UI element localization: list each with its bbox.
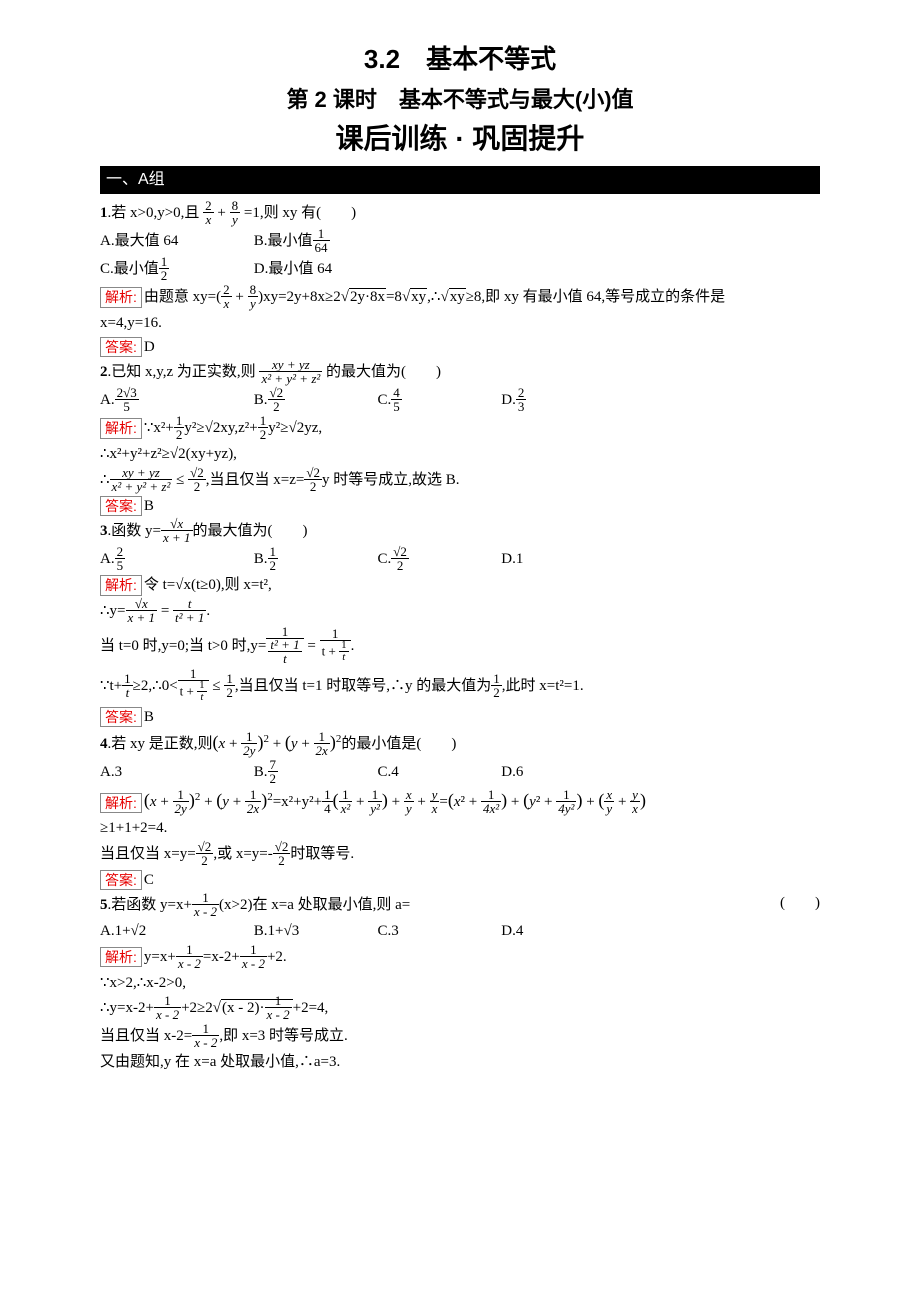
q2-ana-l2: ∴x²+y²+z²≥√2(xy+yz), [100,443,820,466]
q1-optA: A.最大值 64 [100,230,250,253]
q5-ana-l2: ∵x>2,∴x-2>0, [100,972,820,995]
q3-optD: D.1 [501,548,621,571]
q1-num: 1 [100,205,108,221]
q1-ana-l2: x=4,y=16. [100,312,820,335]
q5-ana-l4: 当且仅当 x-2=1x - 2,即 x=3 时等号成立. [100,1023,820,1050]
answer-tag: 答案: [100,707,142,727]
analysis-tag: 解析: [100,418,142,438]
q4-num: 4 [100,736,108,752]
section-bar-a: 一、A组 [100,166,820,194]
q1-options2: C.最小值12 D.最小值 64 [100,256,820,283]
q5-optC: C.3 [378,920,498,943]
answer-tag: 答案: [100,870,142,890]
q4-ana-l2: ≥1+1+2=4. [100,817,820,840]
q1-options: A.最大值 64 B.最小值164 [100,228,820,255]
analysis-tag: 解析: [100,575,142,595]
q4-answer: 答案:C [100,869,820,892]
q1-optB: B.最小值164 [254,228,404,255]
q5-ana-l1: 解析:y=x+1x - 2=x-2+1x - 2+2. [100,944,820,971]
q3-stem: 3.函数 y=√xx + 1的最大值为( ) [100,518,820,545]
answer-tag: 答案: [100,337,142,357]
q5-ana-l5: 又由题知,y 在 x=a 处取最小值,∴a=3. [100,1051,820,1074]
q3-optA: A.25 [100,546,250,573]
q3-ana-l2: ∴y=√xx + 1 = tt² + 1. [100,598,820,625]
q4-optA: A.3 [100,761,250,784]
q4-optD: D.6 [501,761,621,784]
analysis-tag: 解析: [100,287,142,307]
q2-optA: A.2√35 [100,387,250,414]
q5-num: 5 [100,897,108,913]
q2-ana-l3: ∴xy + yzx² + y² + z² ≤ √22,当且仅当 x=z=√22y… [100,467,820,494]
q3-ana-l1: 解析:令 t=√x(t≥0),则 x=t², [100,574,820,597]
q4-optC: C.4 [378,761,498,784]
q3-optB: B.12 [254,546,374,573]
q3-optC: C.√22 [378,546,498,573]
q1-stem: 1.若 x>0,y>0,且 2x + 8y =1,则 xy 有( ) [100,200,820,227]
q1-answer: 答案:D [100,336,820,359]
analysis-tag: 解析: [100,793,142,813]
q4-optB: B.72 [254,759,374,786]
q2-optD: D.23 [501,387,621,414]
title-training: 课后训练 · 巩固提升 [100,118,820,160]
q2-options: A.2√35 B.√22 C.45 D.23 [100,387,820,414]
answer-tag: 答案: [100,496,142,516]
q2-ana-l1: 解析:∵x²+12y²≥√2xy,z²+12y²≥√2yz, [100,415,820,442]
analysis-tag: 解析: [100,947,142,967]
q3-answer: 答案:B [100,706,820,729]
q3-options: A.25 B.12 C.√22 D.1 [100,546,820,573]
q2-optB: B.√22 [254,387,374,414]
q5-paren: ( ) [780,892,820,919]
q1-analysis: 解析:由题意 xy=(2x + 8y)xy=2y+8x≥2√2y·8x=8√xy… [100,284,820,311]
title-sub: 第 2 课时 基本不等式与最大(小)值 [100,83,820,116]
q1-optC: C.最小值12 [100,256,250,283]
q2-answer: 答案:B [100,495,820,518]
q4-ana-l1: 解析:(x + 12y)2 + (y + 12x)2=x²+y²+14(1x² … [100,787,820,816]
q5-optD: D.4 [501,920,621,943]
q2-num: 2 [100,364,108,380]
q5-stem: 5.若函数 y=x+1x - 2(x>2)在 x=a 处取最小值,则 a= ( … [100,892,820,919]
q5-ana-l3: ∴y=x-2+1x - 2+2≥2√(x - 2)·1x - 2+2=4, [100,995,820,1022]
q4-ana-l3: 当且仅当 x=y=√22,或 x=y=-√22时取等号. [100,841,820,868]
q4-options: A.3 B.72 C.4 D.6 [100,759,820,786]
q5-options: A.1+√2 B.1+√3 C.3 D.4 [100,920,820,943]
q2-stem: 2.已知 x,y,z 为正实数,则 xy + yzx² + y² + z² 的最… [100,359,820,386]
q5-optA: A.1+√2 [100,920,250,943]
q3-ana-l4: ∵t+1t≥2,∴0<1t + 1t ≤ 12,当且仅当 t=1 时取等号,∴y… [100,668,820,705]
q3-num: 3 [100,523,108,539]
q1-optD: D.最小值 64 [254,258,404,281]
q3-ana-l3: 当 t=0 时,y=0;当 t>0 时,y=1t² + 1t = 1t + 1t… [100,626,820,667]
title-main: 3.2 基本不等式 [100,40,820,79]
q4-stem: 4.若 xy 是正数,则(x + 12y)2 + (y + 12x)2的最小值是… [100,729,820,758]
q2-optC: C.45 [378,387,498,414]
q5-optB: B.1+√3 [254,920,374,943]
